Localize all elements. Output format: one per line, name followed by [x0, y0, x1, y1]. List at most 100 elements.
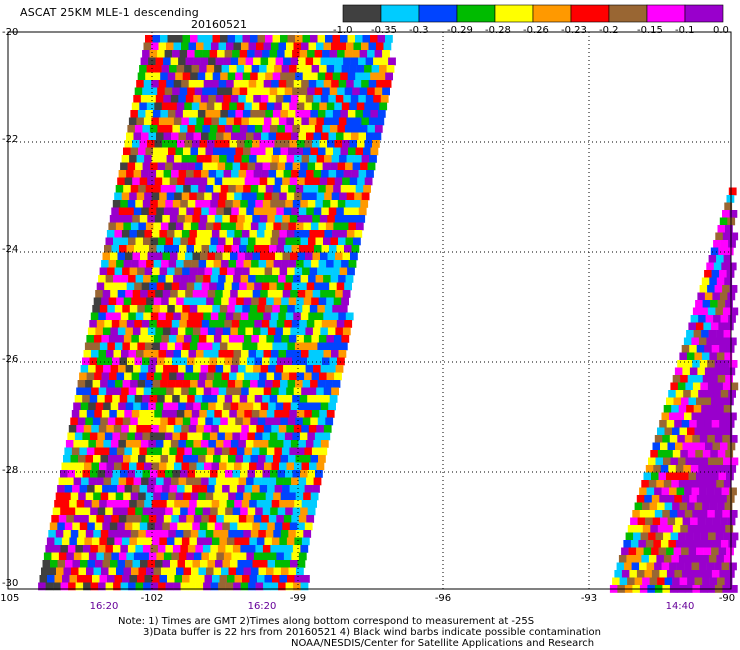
data-cell [265, 147, 274, 156]
data-cell [187, 50, 195, 58]
data-cell [69, 575, 78, 583]
data-cell [192, 327, 201, 336]
data-cell [153, 297, 162, 306]
data-cell [104, 282, 112, 291]
data-cell [136, 500, 145, 508]
data-cell [689, 345, 697, 353]
data-cell [709, 502, 718, 511]
data-cell [106, 500, 115, 508]
data-cell [136, 192, 145, 201]
data-cell [217, 357, 225, 366]
data-cell [670, 382, 679, 391]
data-cell [314, 245, 322, 253]
data-cell [146, 335, 155, 343]
data-cell [227, 110, 236, 118]
data-cell [282, 560, 291, 568]
data-cell [361, 192, 370, 201]
data-cell [229, 177, 238, 186]
data-cell [302, 72, 311, 81]
data-cell [158, 350, 167, 358]
data-cell [703, 547, 712, 556]
data-cell [260, 252, 268, 261]
data-cell [704, 292, 713, 301]
data-cell [717, 427, 725, 436]
data-cell [349, 140, 358, 148]
data-cell [212, 575, 220, 583]
data-cell [279, 537, 288, 546]
data-cell [699, 285, 708, 293]
data-cell [293, 117, 302, 126]
data-cell [300, 470, 308, 478]
data-cell [163, 477, 172, 486]
data-cell [295, 530, 304, 538]
data-cell [702, 525, 711, 533]
data-cell [155, 560, 163, 568]
data-cell [89, 320, 98, 328]
data-cell [319, 65, 327, 73]
data-cell [243, 530, 252, 538]
data-cell [340, 35, 348, 43]
data-cell [130, 147, 139, 156]
data-cell [184, 65, 192, 73]
data-cell [343, 57, 351, 66]
data-cell [718, 397, 727, 406]
data-cell [195, 162, 203, 171]
data-cell [236, 65, 245, 73]
data-cell [716, 330, 724, 338]
data-cell [211, 425, 220, 433]
data-cell [229, 447, 238, 456]
data-cell [114, 575, 123, 583]
data-cell [720, 390, 729, 398]
data-cell [235, 417, 244, 426]
data-cell [208, 207, 217, 216]
data-cell [703, 397, 712, 406]
data-cell [314, 320, 323, 328]
data-cell [61, 500, 70, 508]
data-cell [157, 125, 166, 133]
data-cell [726, 472, 734, 481]
data-cell [335, 252, 343, 261]
data-cell [134, 320, 143, 328]
data-cell [682, 517, 691, 526]
data-cell [342, 215, 351, 223]
data-cell [323, 350, 332, 358]
data-cell [301, 425, 310, 433]
data-cell [211, 387, 219, 396]
data-cell [205, 72, 213, 81]
data-cell [190, 417, 199, 426]
data-cell [267, 215, 276, 223]
data-cell [274, 410, 283, 418]
data-cell [264, 230, 273, 238]
data-cell [348, 260, 357, 268]
data-cell [261, 477, 269, 486]
data-cell [288, 335, 297, 343]
data-cell [674, 367, 683, 376]
data-cell [235, 110, 244, 118]
data-cell [307, 357, 315, 366]
data-cell [203, 387, 212, 396]
data-cell [271, 425, 280, 433]
data-cell [191, 260, 199, 268]
data-cell [196, 230, 205, 238]
data-cell [657, 450, 666, 458]
data-cell [99, 267, 108, 276]
data-cell [187, 395, 195, 403]
data-cell [293, 237, 301, 246]
data-cell [298, 365, 306, 373]
data-cell [680, 375, 688, 383]
data-cell [323, 42, 332, 51]
data-cell [215, 327, 224, 336]
data-cell [325, 417, 334, 426]
data-cell [291, 170, 299, 178]
data-cell [184, 372, 192, 381]
data-cell [246, 552, 255, 561]
data-cell [701, 405, 709, 413]
colorbar-label: -0.28 [485, 25, 511, 36]
data-cell [143, 425, 152, 433]
data-cell [184, 215, 193, 223]
data-cell [131, 260, 139, 268]
data-cell [309, 267, 318, 276]
data-cell [209, 357, 218, 366]
data-cell [207, 252, 216, 261]
data-cell [257, 380, 266, 388]
